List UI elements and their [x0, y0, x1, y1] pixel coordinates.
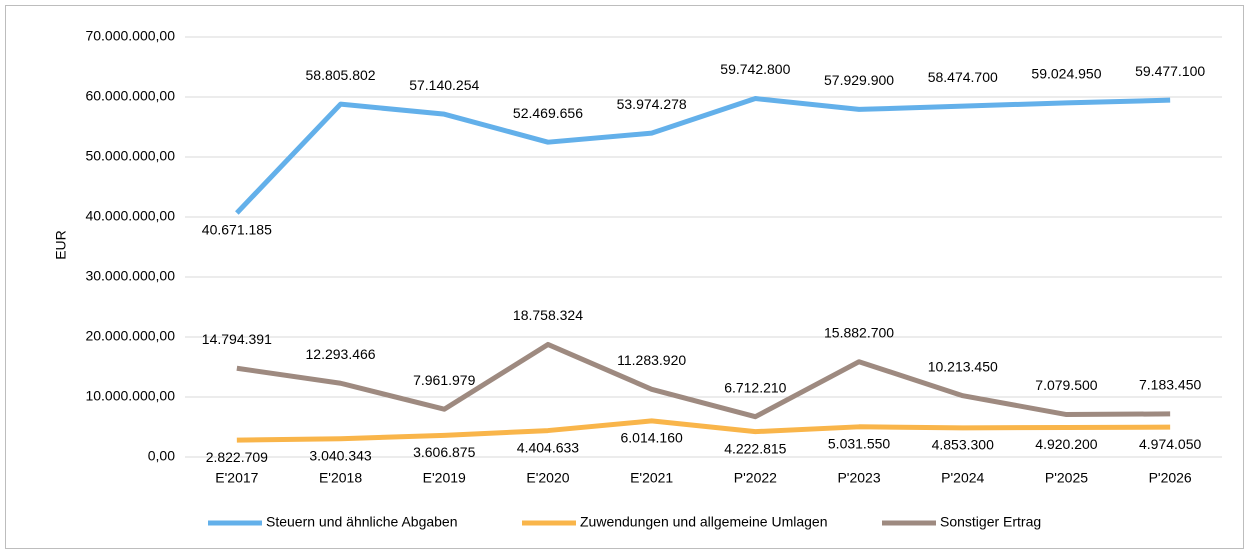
x-tick-label: P'2025	[1045, 470, 1088, 486]
data-label: 4.974.050	[1139, 436, 1201, 452]
y-tick-label: 70.000.000,00	[85, 28, 175, 44]
x-tick-label: E'2018	[319, 470, 362, 486]
data-label: 6.014.160	[621, 430, 683, 446]
y-axis-label: EUR	[53, 230, 69, 260]
data-label: 7.183.450	[1139, 377, 1201, 393]
data-label: 4.222.815	[724, 440, 786, 456]
y-tick-label: 60.000.000,00	[85, 88, 175, 104]
data-label: 52.469.656	[513, 105, 583, 121]
data-label: 57.140.254	[409, 77, 479, 93]
x-tick-label: P'2023	[837, 470, 880, 486]
data-label: 12.293.466	[306, 346, 376, 362]
x-tick-label: E'2017	[215, 470, 258, 486]
data-label: 14.794.391	[202, 331, 272, 347]
data-label: 53.974.278	[617, 96, 687, 112]
legend-label: Steuern und ähnliche Abgaben	[266, 514, 458, 530]
legend-label: Sonstiger Ertrag	[940, 514, 1041, 530]
data-label: 58.805.802	[306, 67, 376, 83]
data-label: 3.040.343	[309, 447, 371, 463]
y-tick-label: 10.000.000,00	[85, 388, 175, 404]
series-line	[236, 341, 1171, 420]
data-label: 57.929.900	[824, 72, 894, 88]
data-label: 4.920.200	[1035, 436, 1097, 452]
x-tick-label: P'2026	[1149, 470, 1192, 486]
y-tick-label: 40.000.000,00	[85, 208, 175, 224]
series-line	[236, 418, 1171, 443]
data-label: 4.404.633	[517, 439, 579, 455]
data-label: 4.853.300	[932, 437, 994, 453]
x-tick-label: P'2022	[734, 470, 777, 486]
x-tick-label: E'2019	[423, 470, 466, 486]
y-tick-label: 0,00	[148, 448, 175, 464]
data-label: 18.758.324	[513, 307, 583, 323]
data-label: 5.031.550	[828, 436, 890, 452]
data-label: 40.671.185	[202, 222, 272, 238]
data-label: 58.474.700	[928, 69, 998, 85]
data-label: 7.961.979	[413, 372, 475, 388]
y-tick-label: 30.000.000,00	[85, 268, 175, 284]
data-label: 59.024.950	[1031, 66, 1101, 82]
data-label: 15.882.700	[824, 324, 894, 340]
x-tick-label: E'2020	[526, 470, 569, 486]
series-line	[235, 96, 1171, 215]
data-label: 11.283.920	[617, 352, 686, 368]
data-label: 59.742.800	[720, 61, 790, 77]
x-tick-label: E'2021	[630, 470, 673, 486]
data-label: 6.712.210	[724, 379, 786, 395]
data-label: 3.606.875	[413, 444, 475, 460]
x-tick-label: P'2024	[941, 470, 984, 486]
data-label: 10.213.450	[928, 358, 998, 374]
y-tick-label: 20.000.000,00	[85, 328, 175, 344]
legend-label: Zuwendungen und allgemeine Umlagen	[580, 514, 828, 530]
data-label: 2.822.709	[206, 449, 268, 465]
y-tick-label: 50.000.000,00	[85, 148, 175, 164]
data-label: 7.079.500	[1035, 377, 1097, 393]
data-label: 59.477.100	[1135, 63, 1205, 79]
